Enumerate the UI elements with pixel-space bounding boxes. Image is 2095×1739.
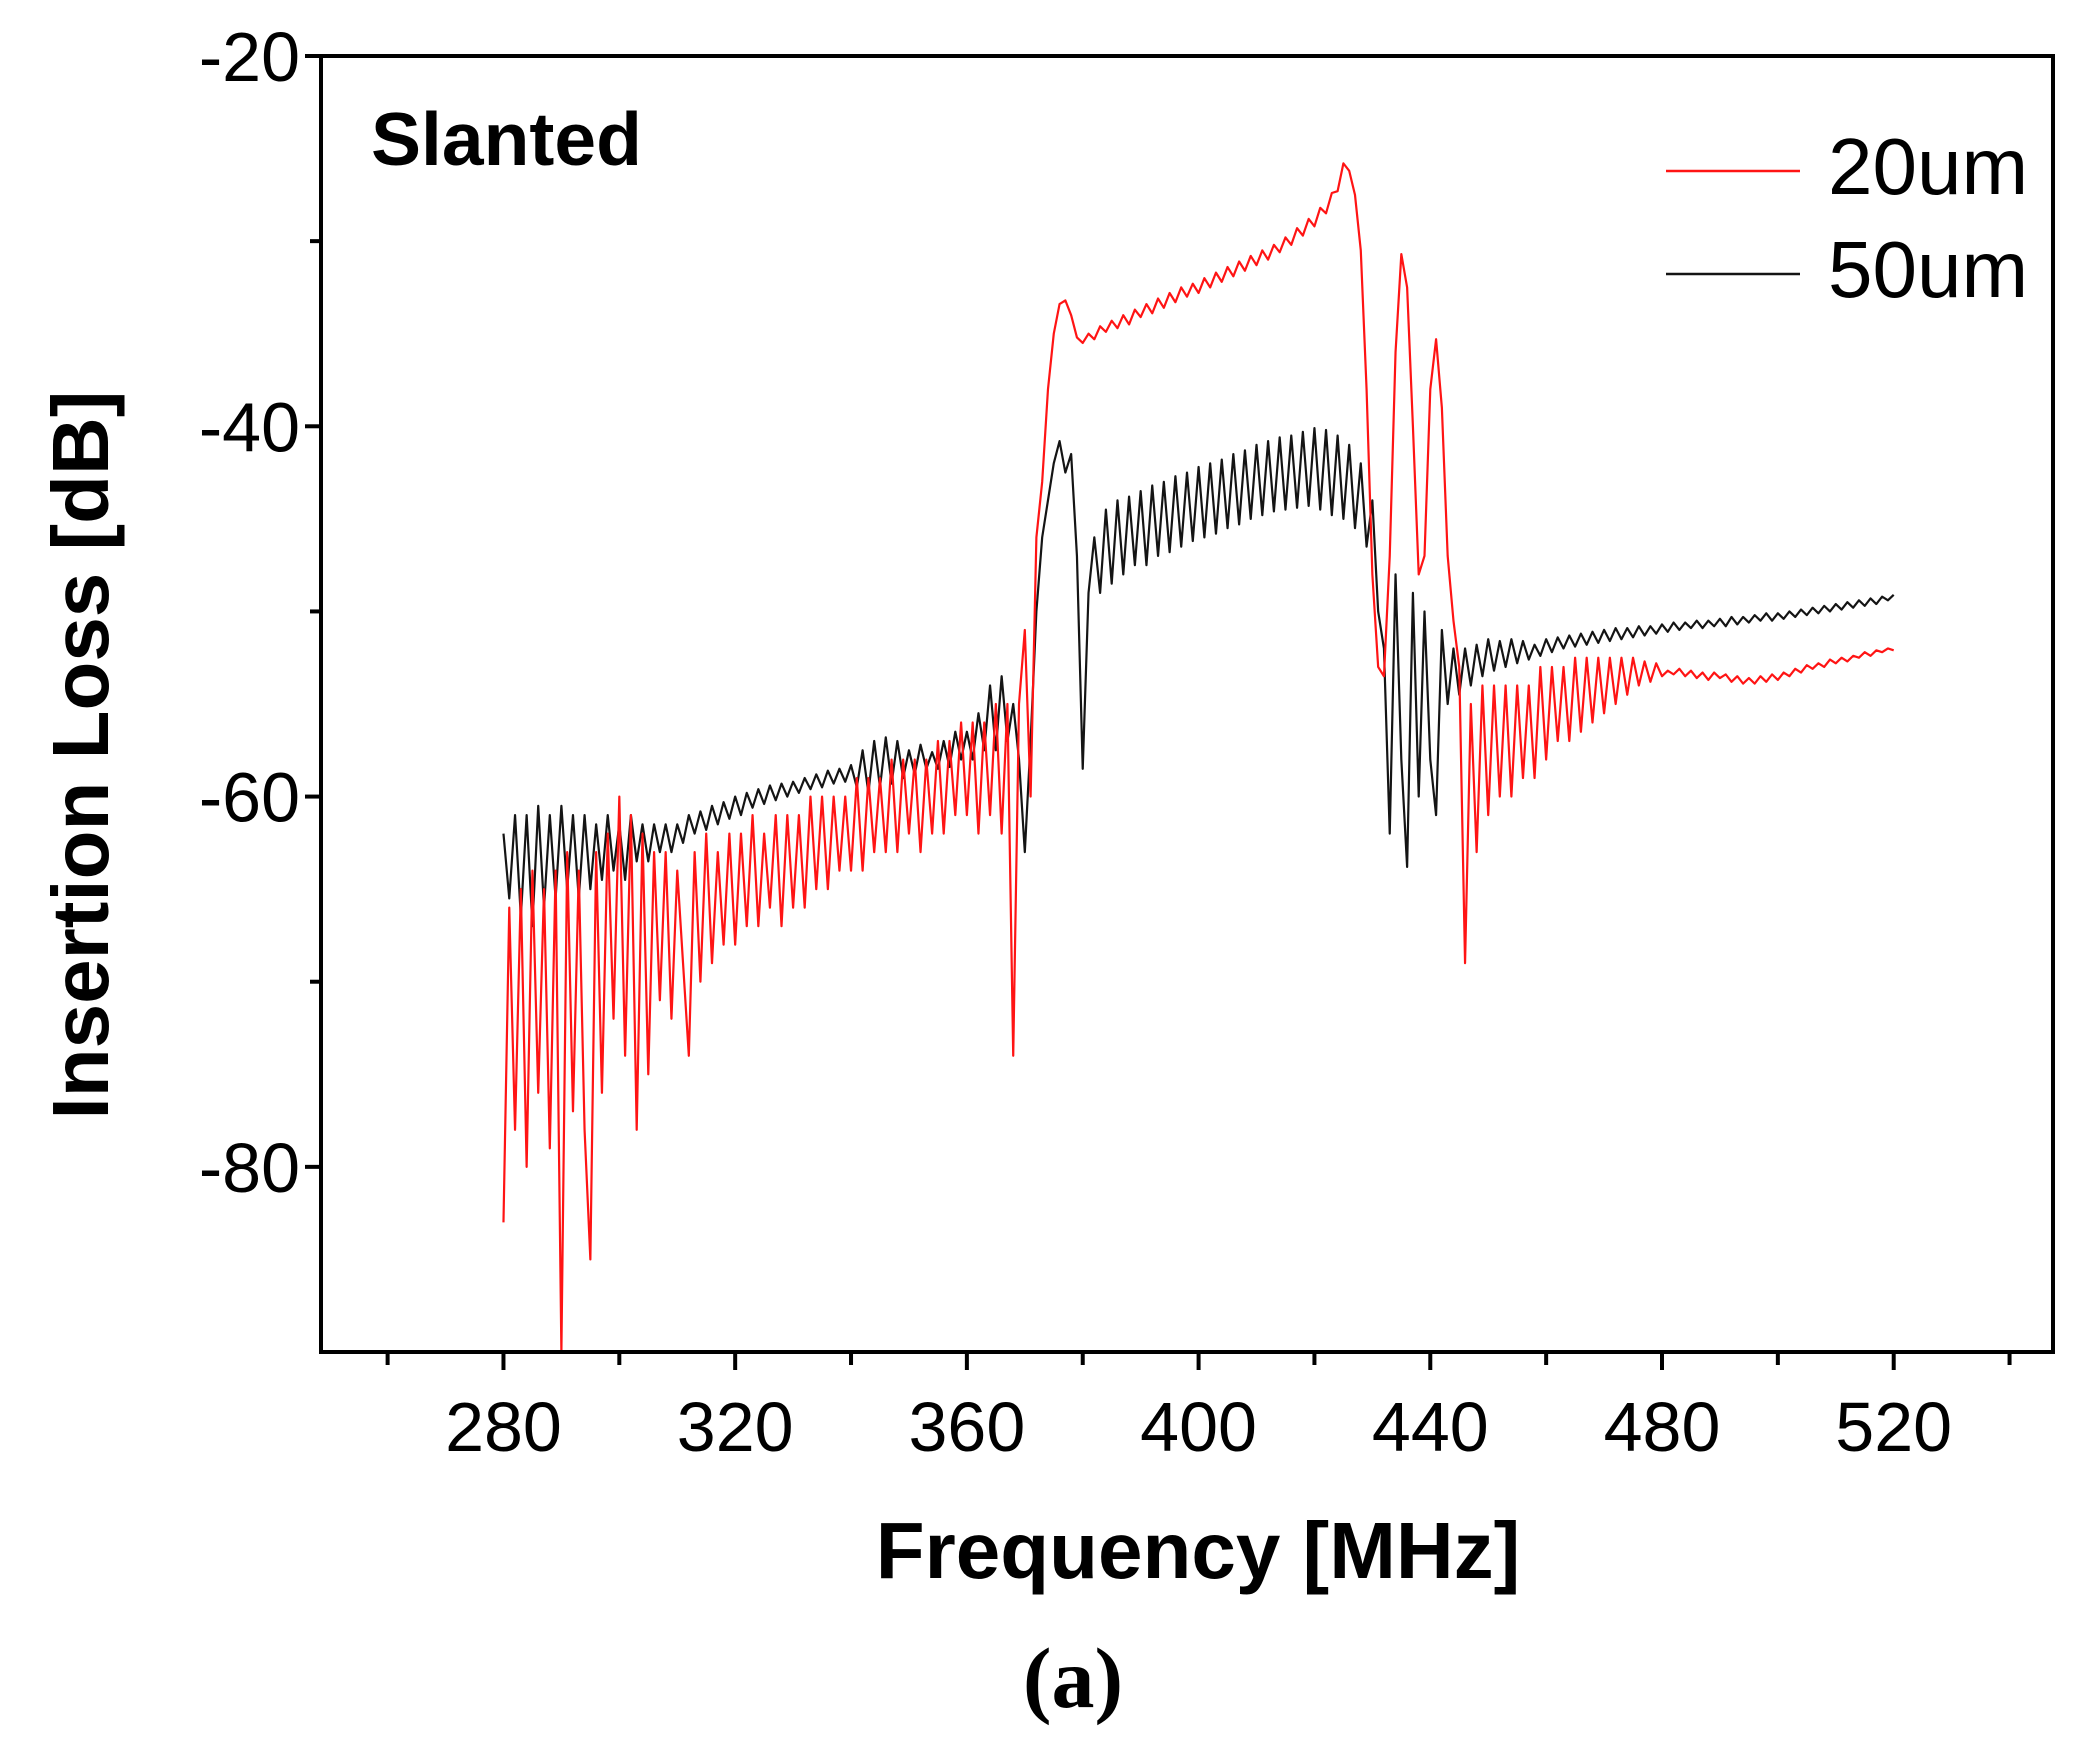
panel-label: (a) xyxy=(1023,1630,1123,1726)
plot-background xyxy=(321,56,2053,1352)
axis-ticks xyxy=(305,54,2012,1370)
x-tick-label: 280 xyxy=(445,1388,562,1466)
x-axis-title: Frequency [MHz] xyxy=(876,1506,1521,1595)
series-layer xyxy=(502,162,1895,1350)
y-tick-label: -40 xyxy=(199,388,300,466)
series-line-50um xyxy=(502,427,1895,928)
x-tick-label: 480 xyxy=(1604,1388,1721,1466)
annotation-slanted: Slanted xyxy=(371,97,642,181)
plot-frame xyxy=(319,54,2055,1354)
y-tick-label: -60 xyxy=(199,759,300,837)
x-tick-label: 360 xyxy=(908,1388,1025,1466)
x-tick-label: 400 xyxy=(1140,1388,1257,1466)
y-axis-title: Insertion Loss [dB] xyxy=(36,391,125,1120)
series-line-20um xyxy=(502,162,1895,1350)
axis-tick-labels: 280 320 360 400 440 480 520 -20 -40 -60 -80 xyxy=(199,18,1952,1466)
x-tick-label: 520 xyxy=(1835,1388,1952,1466)
legend: 20um 50um xyxy=(1666,122,2028,314)
x-tick-label: 440 xyxy=(1372,1388,1489,1466)
y-tick-label: -20 xyxy=(199,18,300,96)
legend-label-50um: 50um xyxy=(1828,225,2028,314)
legend-label-20um: 20um xyxy=(1828,122,2028,211)
y-tick-label: -80 xyxy=(199,1129,300,1207)
x-tick-label: 320 xyxy=(677,1388,794,1466)
